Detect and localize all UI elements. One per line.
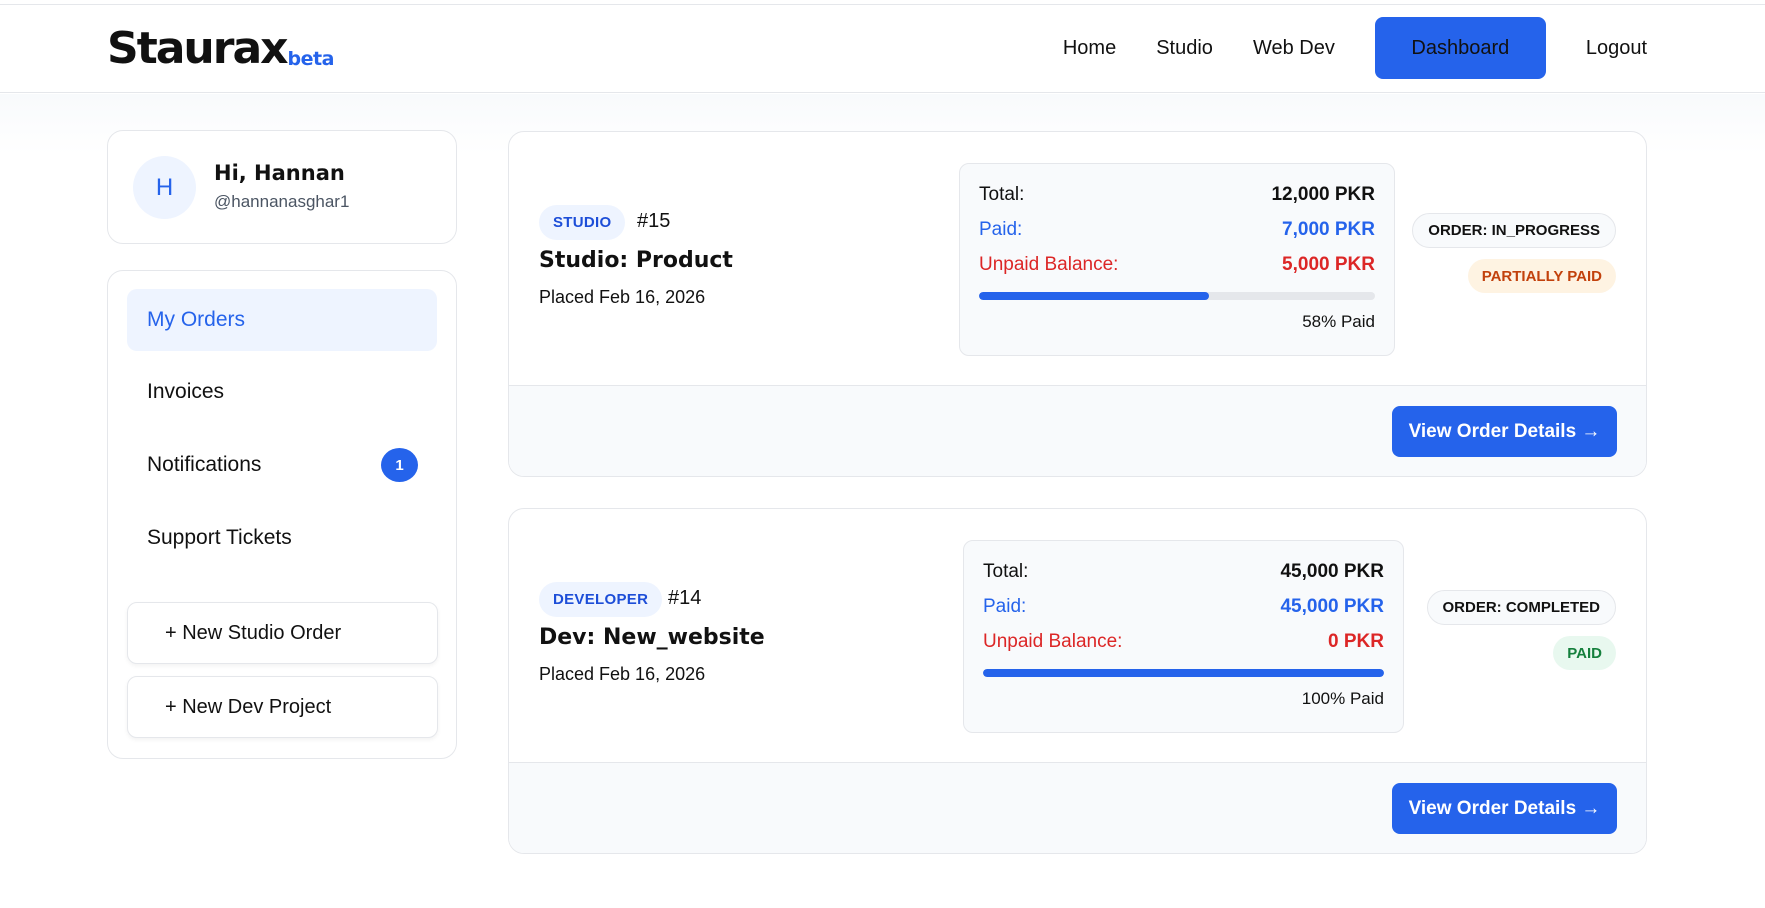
order-footer: View Order Details → [509, 385, 1646, 476]
total-label: Total: [983, 561, 1029, 582]
sidebar-item-label: Invoices [147, 380, 225, 403]
payment-summary: Total: 45,000 PKR Paid: 45,000 PKR Unpai… [963, 540, 1404, 733]
new-dev-project-button[interactable]: + New Dev Project [127, 676, 438, 738]
nav-studio-link[interactable]: Studio [1156, 36, 1213, 59]
payment-status-badge: PARTIALLY PAID [1467, 259, 1616, 293]
paid-row: Paid: 45,000 PKR [983, 596, 1384, 620]
profile-card: H Hi, Hannan @hannanasghar1 [107, 130, 457, 244]
unpaid-label: Unpaid Balance: [979, 254, 1119, 275]
total-label: Total: [979, 184, 1025, 205]
brand-logo[interactable]: Staurax beta [107, 27, 334, 71]
notification-count-badge: 1 [381, 448, 418, 482]
total-value: 12,000 PKR [1271, 184, 1375, 205]
avatar: H [133, 156, 196, 219]
username-handle: @hannanasghar1 [214, 192, 350, 211]
dashboard-button[interactable]: Dashboard [1374, 17, 1546, 79]
order-status-badge: ORDER: COMPLETED [1426, 590, 1616, 625]
paid-row: Paid: 7,000 PKR [979, 219, 1375, 243]
total-row: Total: 12,000 PKR [979, 184, 1375, 208]
payment-progress-text: 100% Paid [1301, 689, 1384, 708]
top-border [0, 4, 1765, 5]
sidebar-item-label: Notifications [147, 453, 262, 476]
view-order-details-button[interactable]: View Order Details → [1392, 406, 1617, 457]
payment-progress-fill [983, 669, 1384, 677]
order-type-badge: DEVELOPER [539, 582, 663, 617]
order-title: Dev: New_website [539, 625, 765, 650]
sidebar-item-label: My Orders [147, 308, 246, 331]
nav-home-link[interactable]: Home [1062, 36, 1117, 59]
payment-progress-bar [979, 292, 1375, 300]
nav-webdev-link[interactable]: Web Dev [1252, 36, 1335, 59]
beta-tag: beta [287, 48, 335, 70]
payment-progress-fill [979, 292, 1209, 300]
order-number: #14 [668, 587, 702, 609]
site-header: Staurax beta Home Studio Web Dev Dashboa… [0, 5, 1765, 93]
order-title: Studio: Product [539, 248, 733, 273]
unpaid-value: 0 PKR [1328, 631, 1384, 652]
unpaid-row: Unpaid Balance: 0 PKR [983, 631, 1384, 655]
unpaid-value: 5,000 PKR [1282, 254, 1375, 275]
order-card: DEVELOPER #14 Dev: New_website Placed Fe… [508, 508, 1647, 854]
order-status-badge: ORDER: IN_PROGRESS [1412, 213, 1616, 248]
paid-label: Paid: [979, 219, 1023, 240]
brand-name: Staurax [107, 23, 289, 74]
total-row: Total: 45,000 PKR [983, 561, 1384, 585]
main-nav: Home Studio Web Dev Dashboard Logout [1023, 17, 1647, 79]
order-type-badge: STUDIO [539, 205, 626, 240]
order-date: Placed Feb 16, 2026 [539, 287, 706, 307]
total-value: 45,000 PKR [1280, 561, 1384, 582]
order-date: Placed Feb 16, 2026 [539, 664, 706, 684]
sidebar-item-notifications[interactable]: Notifications 1 [127, 434, 437, 496]
sidebar-item-my-orders[interactable]: My Orders [127, 289, 437, 351]
sidebar-item-label: Support Tickets [147, 526, 292, 549]
paid-label: Paid: [983, 596, 1027, 617]
greeting: Hi, Hannan [214, 161, 345, 185]
payment-summary: Total: 12,000 PKR Paid: 7,000 PKR Unpaid… [959, 163, 1395, 356]
logout-link[interactable]: Logout [1585, 36, 1647, 59]
sidebar-item-support-tickets[interactable]: Support Tickets [127, 507, 437, 569]
paid-value: 7,000 PKR [1282, 219, 1375, 240]
paid-value: 45,000 PKR [1280, 596, 1384, 617]
payment-progress-bar [983, 669, 1384, 677]
payment-progress-text: 58% Paid [1302, 312, 1375, 331]
sidebar-menu: My Orders Invoices Notifications 1 Suppo… [107, 270, 457, 759]
new-studio-order-button[interactable]: + New Studio Order [127, 602, 438, 664]
order-number: #15 [637, 210, 671, 232]
unpaid-label: Unpaid Balance: [983, 631, 1123, 652]
sidebar-item-invoices[interactable]: Invoices [127, 361, 437, 423]
unpaid-row: Unpaid Balance: 5,000 PKR [979, 254, 1375, 278]
order-footer: View Order Details → [509, 762, 1646, 853]
order-card: STUDIO #15 Studio: Product Placed Feb 16… [508, 131, 1647, 477]
view-order-details-button[interactable]: View Order Details → [1392, 783, 1617, 834]
payment-status-badge: PAID [1553, 636, 1616, 670]
